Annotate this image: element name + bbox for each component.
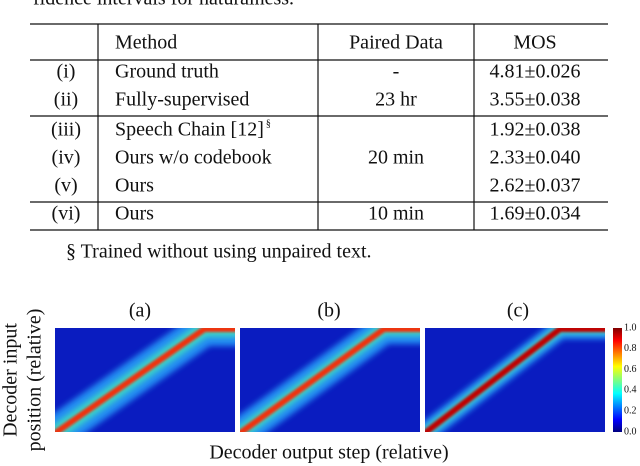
attention-core	[425, 328, 605, 432]
table: Method Paired Data MOS - 23 hr 20 min 10…	[30, 23, 608, 231]
mos: 3.55±0.038	[490, 89, 581, 111]
header: Method	[115, 32, 177, 54]
colorbar-tick: 0.0	[624, 426, 637, 437]
method: Ours w/o codebook	[115, 147, 272, 169]
row-id: (iv)	[52, 147, 81, 169]
method: Ground truth	[115, 61, 219, 83]
paired-data: 10 min	[368, 203, 424, 225]
method: Ours	[115, 203, 154, 225]
colorbar	[613, 328, 622, 432]
mos: 4.81±0.026	[490, 61, 581, 83]
heatmap	[55, 328, 235, 432]
header: MOS	[513, 32, 556, 54]
header: Paired Data	[349, 32, 443, 54]
row-id: (v)	[54, 175, 77, 197]
footnote-mark: §	[266, 118, 271, 129]
y-label: Decoder input	[0, 323, 22, 437]
mos: 2.33±0.040	[490, 147, 581, 169]
panel-label: (b)	[317, 300, 340, 322]
attention-core	[240, 328, 420, 432]
panel-label: (c)	[507, 300, 529, 322]
method: Speech Chain [12]	[115, 119, 264, 141]
paired-data: 20 min	[368, 147, 424, 169]
colorbar-tick: 0.2	[624, 405, 637, 416]
method: Ours	[115, 175, 154, 197]
heatmap	[240, 328, 420, 432]
colorbar-tick: 1.0	[624, 322, 637, 333]
mos: 2.62±0.037	[490, 175, 581, 197]
caption-fragment: fidence intervals for naturalness.	[33, 0, 294, 10]
colorbar-tick: 0.4	[624, 385, 637, 396]
attention-core	[55, 328, 235, 432]
colorbar-tick: 0.6	[624, 364, 637, 375]
row-id: (iii)	[51, 119, 81, 141]
colorbar-tick: 0.8	[624, 343, 637, 354]
paired-data: -	[393, 61, 400, 83]
x-label: Decoder output step (relative)	[209, 442, 448, 464]
paired-data: 23 hr	[375, 89, 417, 111]
y-label: position (relative)	[24, 309, 46, 452]
method: Fully-supervised	[115, 89, 249, 111]
heatmap	[425, 328, 605, 432]
mos: 1.92±0.038	[490, 119, 581, 141]
figure: (a) (b) (c) Decoder input position (rela…	[0, 300, 637, 464]
panel-label: (a)	[129, 300, 151, 322]
mos: 1.69±0.034	[490, 203, 581, 225]
footnote: § Trained without using unpaired text.	[66, 241, 372, 263]
row-id: (ii)	[54, 89, 78, 111]
row-id: (i)	[57, 61, 76, 83]
row-id: (vi)	[52, 203, 81, 225]
